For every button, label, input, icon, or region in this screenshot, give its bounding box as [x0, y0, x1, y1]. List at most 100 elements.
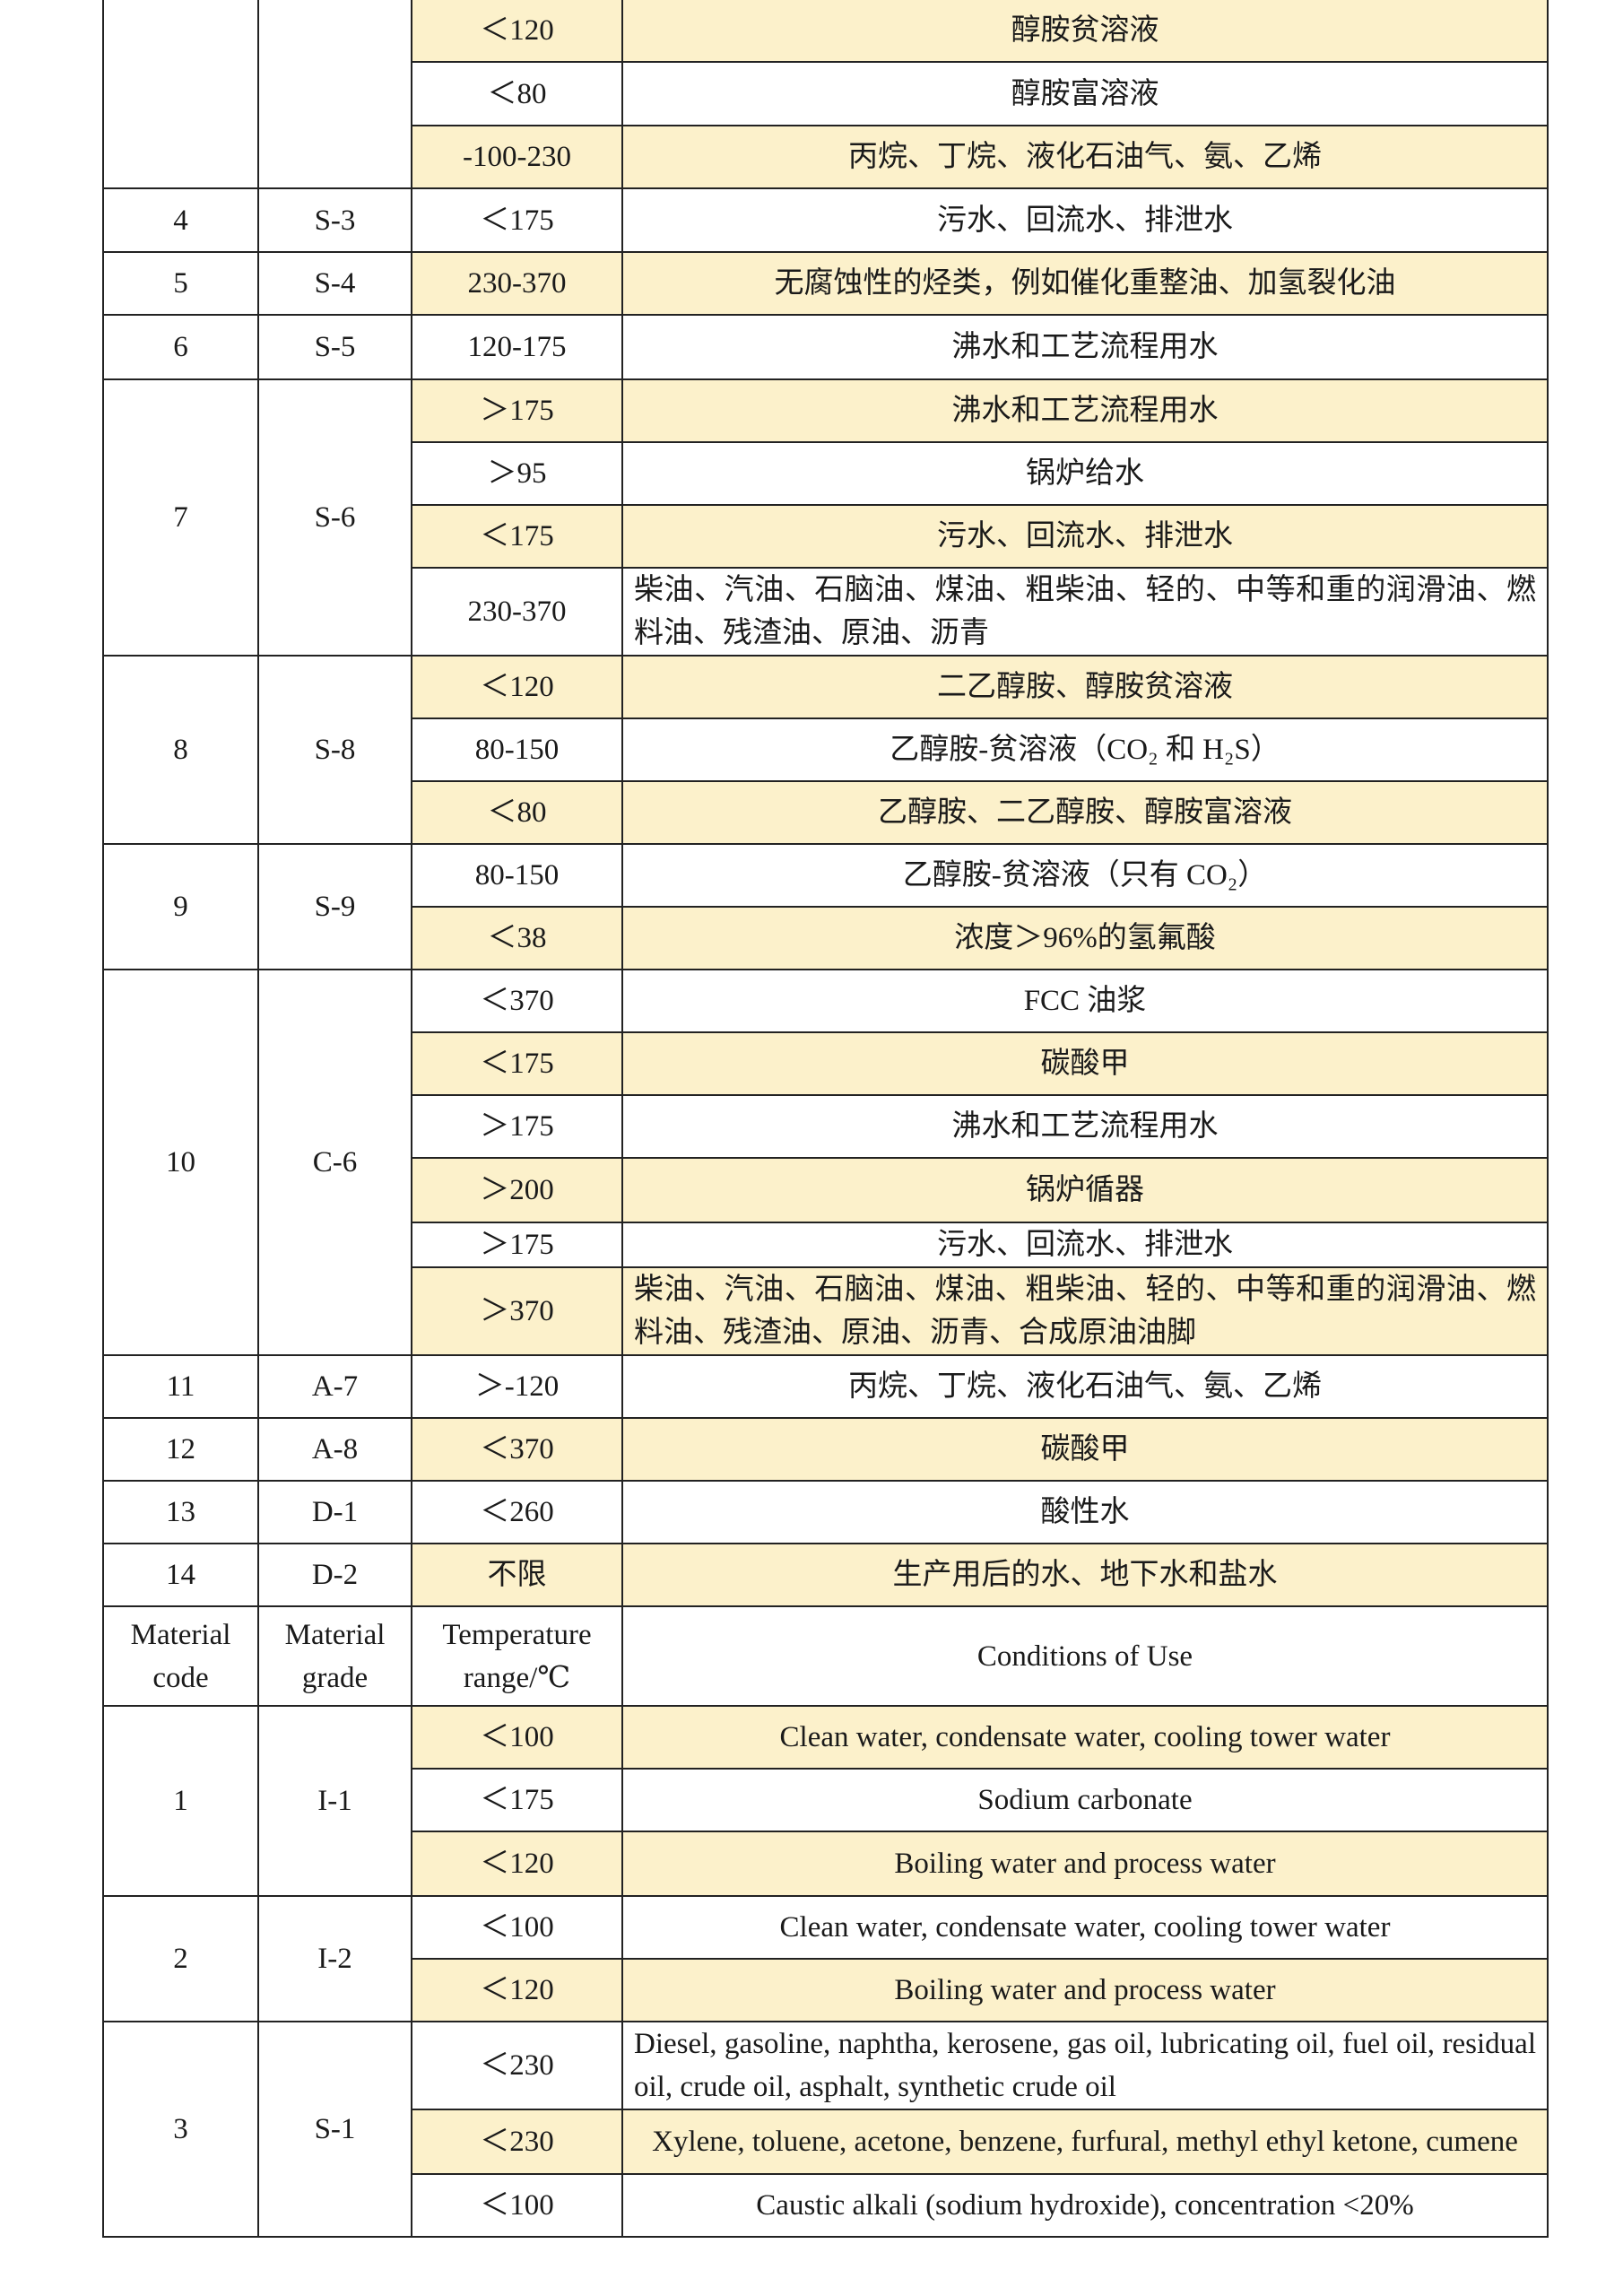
conditions-of-use-cell: 乙醇胺-贫溶液（只有 CO₂）: [621, 843, 1549, 908]
table-row: ＜120 Boiling water and process water: [103, 1831, 1549, 1897]
table-row: 13 D-1 ＜260 酸性水: [102, 1480, 1549, 1544]
temperature-cell: ＜38: [411, 906, 623, 970]
material-grade-cell: D-1: [257, 1480, 412, 1544]
table-row: 1 I-1 ＜100 Clean water, condensate water, c…: [102, 1705, 1549, 1897]
temperature-cell: 230-370: [411, 567, 623, 657]
material-code-cell: [102, 0, 259, 189]
conditions-of-use-cell: 丙烷、丁烷、液化石油气、氨、乙烯: [621, 125, 1549, 189]
material-grade-cell: S-3: [257, 187, 412, 253]
temperature-cell: ＜230: [411, 2109, 623, 2175]
table-row: 7 S-6 ＞175 沸水和工艺流程用水: [102, 378, 1549, 657]
conditions-of-use-cell: 醇胺富溶液: [621, 61, 1549, 126]
conditions-of-use-cell: Caustic alkali (sodium hydroxide), conce…: [621, 2173, 1549, 2238]
conditions-of-use-cell: Sodium carbonate: [621, 1768, 1549, 1832]
material-grade-cell: C-6: [257, 969, 412, 1356]
header-temperature-range: Temperature range/℃: [411, 1605, 623, 1707]
table-row: ＜120 醇胺贫溶液: [102, 0, 1549, 189]
temperature-cell: ＞200: [411, 1157, 623, 1223]
header-conditions-of-use: Conditions of Use: [621, 1605, 1549, 1707]
temperature-cell: ＜175: [411, 1031, 623, 1096]
temperature-cell: ＜175: [411, 504, 623, 569]
header-material-grade: Material grade: [257, 1605, 412, 1707]
material-grade-cell: A-7: [257, 1354, 412, 1419]
table-body-chinese: ＜120 醇胺贫溶液 ＜80 醇胺富溶液 -100-230 丙烷、丁烷、液化石油气、氨、乙…: [102, 0, 1549, 1607]
conditions-of-use-cell: 无腐蚀性的烃类，例如催化重整油、加氢裂化油: [621, 251, 1549, 316]
conditions-of-use-cell: Clean water, condensate water, cooling t…: [621, 1895, 1549, 1960]
material-code-cell: 8: [102, 655, 259, 845]
material-grade-cell: S-4: [257, 251, 412, 316]
temperature-cell: ＜100: [411, 2173, 623, 2238]
material-grade-cell: S-1: [257, 2021, 412, 2238]
material-code-cell: 6: [102, 314, 259, 380]
conditions-of-use-cell: 乙醇胺-贫溶液（CO₂ 和 H₂S）: [621, 718, 1549, 782]
conditions-of-use-cell: 污水、回流水、排泄水: [621, 504, 1549, 569]
temperature-cell: ＞175: [411, 1222, 623, 1268]
temperature-cell: ＞175: [411, 1094, 623, 1159]
table-row: ＜100 Caustic alkali (sodium hydroxide), c…: [103, 2173, 1549, 2238]
conditions-of-use-cell: 污水、回流水、排泄水: [621, 187, 1549, 253]
temperature-cell: ＜80: [411, 780, 623, 845]
table-row: ＜80 乙醇胺、二乙醇胺、醇胺富溶液: [103, 780, 1549, 845]
temperature-cell: ＜120: [411, 0, 623, 63]
temperature-cell: ＜100: [411, 1895, 623, 1960]
material-grade-cell: S-6: [257, 378, 412, 657]
material-grade-cell: [257, 0, 412, 189]
conditions-of-use-cell: 二乙醇胺、醇胺贫溶液: [621, 655, 1549, 719]
table-row: 11 A-7 ＞-120 丙烷、丁烷、液化石油气、氨、乙烯: [102, 1354, 1549, 1419]
table-row: 8 S-8 ＜120 二乙醇胺、醇胺贫溶液: [102, 655, 1549, 845]
conditions-of-use-cell: 乙醇胺、二乙醇胺、醇胺富溶液: [621, 780, 1549, 845]
temperature-cell: ＜230: [411, 2021, 623, 2110]
table-row: 80-150 乙醇胺-贫溶液（CO₂ 和 H₂S）: [103, 718, 1549, 782]
material-code-cell: 2: [102, 1895, 259, 2022]
table-row: 5 S-4 230-370 无腐蚀性的烃类，例如催化重整油、加氢裂化油: [102, 251, 1549, 316]
table-row: 6 S-5 120-175 沸水和工艺流程用水: [102, 314, 1549, 380]
temperature-cell: ＜370: [411, 969, 623, 1033]
table-row: ＜175 Sodium carbonate: [103, 1768, 1549, 1832]
conditions-of-use-cell: Diesel, gasoline, naphtha, kerosene, gas…: [621, 2021, 1549, 2110]
conditions-of-use-cell: 生产用后的水、地下水和盐水: [621, 1543, 1549, 1607]
table-row: ＞200 锅炉循器: [103, 1157, 1549, 1223]
temperature-cell: ＜120: [411, 1958, 623, 2022]
temperature-cell: ＞-120: [411, 1354, 623, 1419]
conditions-of-use-cell: 丙烷、丁烷、液化石油气、氨、乙烯: [621, 1354, 1549, 1419]
material-code-cell: 3: [102, 2021, 259, 2238]
table-header-english: Material code Material grade Temperature…: [102, 1605, 1549, 1707]
conditions-of-use-cell: 沸水和工艺流程用水: [621, 1094, 1549, 1159]
table-row: -100-230 丙烷、丁烷、液化石油气、氨、乙烯: [103, 125, 1549, 189]
temperature-cell: 80-150: [411, 843, 623, 908]
table-row: 3 S-1 ＜230 Diesel, gasoline, naphtha, keros…: [102, 2021, 1549, 2238]
temperature-cell: ＜120: [411, 1831, 623, 1897]
table-row: ＜80 醇胺富溶液: [103, 61, 1549, 126]
table-row: ＜38 浓度＞96%的氢氟酸: [103, 906, 1549, 970]
temperature-cell: ＜175: [411, 1768, 623, 1832]
conditions-of-use-cell: Clean water, condensate water, cooling t…: [621, 1705, 1549, 1770]
material-code-cell: 5: [102, 251, 259, 316]
temperature-cell: ＜175: [411, 187, 623, 253]
conditions-of-use-cell: Xylene, toluene, acetone, benzene, furfu…: [621, 2109, 1549, 2175]
material-code-cell: 4: [102, 187, 259, 253]
conditions-of-use-cell: 碳酸甲: [621, 1031, 1549, 1096]
table-row: 10 C-6 ＜370 FCC 油浆: [102, 969, 1549, 1356]
temperature-cell: ＞175: [411, 378, 623, 443]
conditions-of-use-cell: 浓度＞96%的氢氟酸: [621, 906, 1549, 970]
table-row: ＞370 柴油、汽油、石脑油、煤油、粗柴油、轻的、中等和重的润滑油、燃料油、残渣油…: [103, 1266, 1549, 1356]
table-row: ＞95 锅炉给水: [103, 441, 1549, 506]
temperature-cell: ＞370: [411, 1266, 623, 1356]
table-row: ＜175 碳酸甲: [103, 1031, 1549, 1096]
conditions-of-use-cell: 柴油、汽油、石脑油、煤油、粗柴油、轻的、中等和重的润滑油、燃料油、残渣油、原油、…: [621, 1266, 1549, 1356]
conditions-of-use-cell: Boiling water and process water: [621, 1958, 1549, 2022]
conditions-of-use-cell: 酸性水: [621, 1480, 1549, 1544]
conditions-of-use-cell: 醇胺贫溶液: [621, 0, 1549, 63]
material-code-cell: 9: [102, 843, 259, 970]
table-row: ＜120 Boiling water and process water: [103, 1958, 1549, 2022]
temperature-cell: ＞95: [411, 441, 623, 506]
table-row: 12 A-8 ＜370 碳酸甲: [102, 1417, 1549, 1482]
table-row: 2 I-2 ＜100 Clean water, condensate water, c…: [102, 1895, 1549, 2022]
material-code-cell: 14: [102, 1543, 259, 1607]
temperature-cell: ＜260: [411, 1480, 623, 1544]
conditions-of-use-cell: 柴油、汽油、石脑油、煤油、粗柴油、轻的、中等和重的润滑油、燃料油、残渣油、原油、…: [621, 567, 1549, 657]
table-row: 4 S-3 ＜175 污水、回流水、排泄水: [102, 187, 1549, 253]
material-grade-cell: I-1: [257, 1705, 412, 1897]
material-code-cell: 13: [102, 1480, 259, 1544]
table-row: 230-370 柴油、汽油、石脑油、煤油、粗柴油、轻的、中等和重的润滑油、燃料油、…: [103, 567, 1549, 657]
